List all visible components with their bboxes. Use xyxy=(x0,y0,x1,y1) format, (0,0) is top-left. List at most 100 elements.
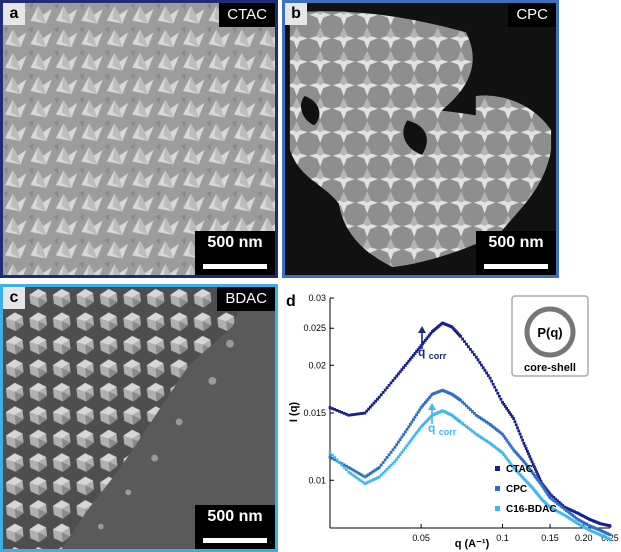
data-point-ctac xyxy=(470,350,474,354)
data-point-cpc xyxy=(509,444,513,448)
sem-panel-c: c BDAC 500 nm xyxy=(0,284,278,552)
data-point-bdac xyxy=(412,435,415,439)
data-point-ctac xyxy=(512,417,516,421)
data-point-cpc xyxy=(385,455,389,459)
data-point-cpc xyxy=(415,413,418,417)
data-point-cpc xyxy=(391,448,395,452)
data-point-cpc xyxy=(410,420,414,424)
data-point-cpc xyxy=(383,458,387,462)
data-point-cpc xyxy=(425,399,429,403)
data-point-cpc xyxy=(545,491,549,495)
data-point-cpc xyxy=(413,415,417,419)
data-point-ctac xyxy=(548,492,552,496)
data-point-ctac xyxy=(476,358,480,362)
data-point-ctac xyxy=(608,524,612,528)
data-point-ctac xyxy=(361,411,365,415)
data-point-ctac xyxy=(509,413,513,416)
x-tick-label: 0.15 xyxy=(541,533,559,543)
data-point-bdac xyxy=(580,524,584,528)
data-point-ctac xyxy=(402,366,405,369)
qcorr-sub-1: corr xyxy=(429,351,447,361)
data-point-cpc xyxy=(405,427,409,431)
data-point-cpc xyxy=(528,467,532,471)
data-point-bdac xyxy=(555,509,559,513)
data-point-cpc xyxy=(505,438,509,442)
qcorr-sub-2: corr xyxy=(439,427,457,437)
data-point-bdac xyxy=(461,422,464,426)
data-point-bdac xyxy=(505,456,509,460)
data-point-cpc xyxy=(561,506,565,510)
data-point-ctac xyxy=(557,500,561,504)
data-point-cpc xyxy=(506,440,510,444)
data-point-cpc xyxy=(502,434,506,438)
data-point-cpc xyxy=(407,425,411,429)
data-point-bdac xyxy=(391,462,395,465)
data-point-cpc xyxy=(351,468,355,472)
data-point-cpc xyxy=(497,430,501,434)
data-point-bdac xyxy=(583,526,587,530)
data-point-bdac xyxy=(416,429,420,433)
data-point-cpc xyxy=(416,410,420,414)
data-point-bdac xyxy=(566,515,570,519)
data-point-cpc xyxy=(524,463,528,466)
data-point-ctac xyxy=(493,385,497,389)
data-point-bdac xyxy=(576,522,580,526)
data-point-bdac xyxy=(383,469,387,473)
data-point-cpc xyxy=(379,463,383,467)
data-point-bdac xyxy=(359,479,363,483)
data-point-bdac xyxy=(387,465,391,469)
core-shell-inset: P(q) core-shell xyxy=(511,295,589,377)
data-point-cpc xyxy=(374,468,378,472)
data-point-cpc xyxy=(376,467,379,471)
data-point-ctac xyxy=(474,355,478,359)
data-point-bdac xyxy=(393,460,397,463)
data-point-ctac xyxy=(574,511,578,514)
data-point-ctac xyxy=(528,455,532,458)
data-point-cpc xyxy=(543,488,547,492)
data-point-bdac xyxy=(481,437,485,441)
data-point-ctac xyxy=(535,470,538,474)
data-point-ctac xyxy=(355,412,359,416)
data-point-ctac xyxy=(505,407,509,410)
data-point-ctac xyxy=(555,499,559,503)
data-point-ctac xyxy=(491,382,495,386)
data-point-ctac xyxy=(564,506,568,510)
data-point-cpc xyxy=(465,404,468,408)
panel-label-d: d xyxy=(286,293,296,310)
data-point-cpc xyxy=(480,417,483,421)
data-point-bdac xyxy=(463,423,466,427)
data-point-ctac xyxy=(569,508,573,512)
data-point-cpc xyxy=(474,413,478,417)
data-point-ctac xyxy=(403,364,407,367)
data-point-bdac xyxy=(585,527,589,530)
y-axis-label: I (q) xyxy=(288,402,300,422)
data-point-cpc xyxy=(496,429,500,432)
qcorr-annotation-bdac: q corr xyxy=(428,403,457,437)
data-point-ctac xyxy=(335,409,339,412)
data-point-bdac xyxy=(376,476,379,480)
data-point-cpc xyxy=(521,458,524,462)
data-point-cpc xyxy=(525,464,529,468)
data-point-bdac xyxy=(418,427,421,431)
data-point-ctac xyxy=(415,350,418,353)
data-point-bdac xyxy=(347,470,351,474)
data-point-ctac xyxy=(523,444,527,448)
data-point-bdac xyxy=(554,508,557,512)
data-point-ctac xyxy=(465,342,468,346)
panel-tag-ctac: CTAC xyxy=(219,3,275,27)
data-point-bdac xyxy=(423,421,427,424)
data-point-ctac xyxy=(527,452,530,456)
data-point-ctac xyxy=(469,347,472,351)
data-point-ctac xyxy=(461,337,464,341)
data-point-ctac xyxy=(389,381,393,385)
data-point-cpc xyxy=(328,455,332,459)
data-point-cpc xyxy=(537,479,541,483)
data-point-cpc xyxy=(576,517,580,521)
data-point-cpc xyxy=(469,408,472,412)
data-point-ctac xyxy=(393,376,397,380)
data-point-ctac xyxy=(531,463,535,466)
data-point-cpc xyxy=(564,509,568,512)
data-point-bdac xyxy=(465,425,468,429)
data-point-ctac xyxy=(347,413,351,417)
data-point-ctac xyxy=(583,515,587,519)
